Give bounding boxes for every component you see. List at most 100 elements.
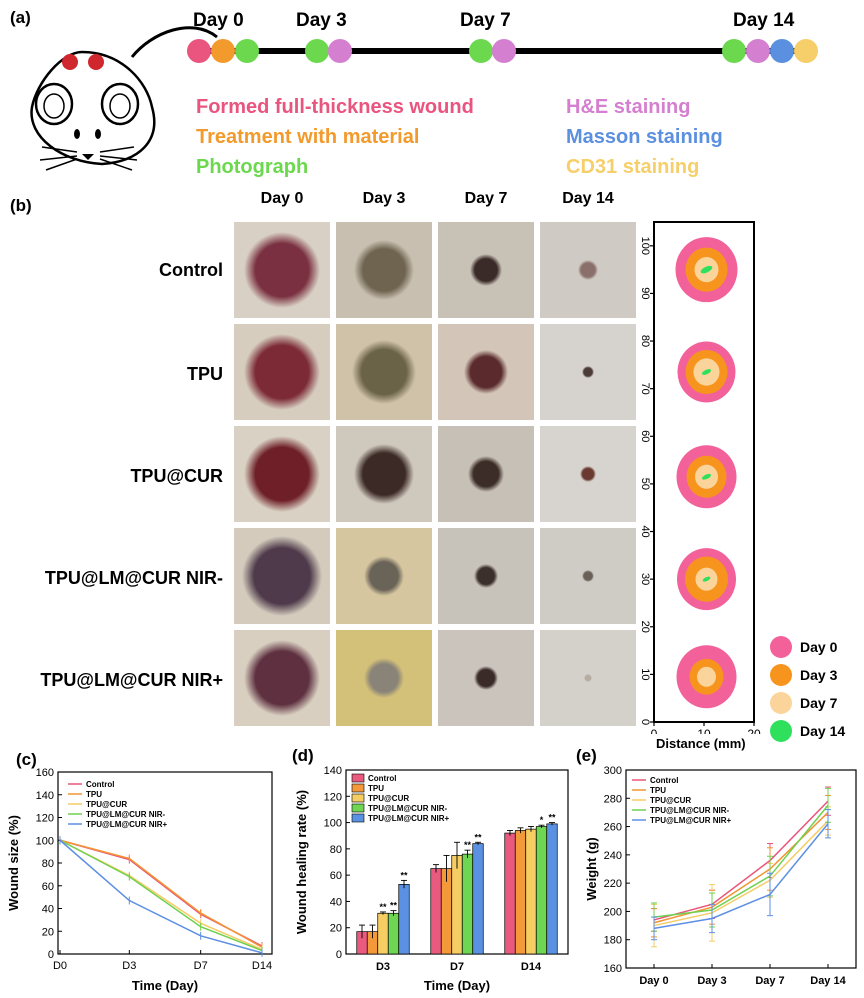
x-tick-label: D3	[122, 960, 136, 972]
chart-wound-size: 0 20 40 60 80 100 120 140 160 Wound size (%) Time …	[6, 767, 273, 993]
map-wound-day14	[701, 369, 712, 375]
wound-photo-tpu-day14	[540, 324, 636, 420]
map-legend-label: Day 0	[800, 639, 838, 655]
map-legend-label: Day 14	[800, 723, 846, 739]
wound-photo-tpu-cur-day0	[234, 426, 330, 522]
y-axis-label: Wound size (%)	[6, 815, 21, 911]
y-tick-label: 300	[604, 765, 622, 777]
series-line	[59, 839, 263, 948]
timeline-dot-treatment	[211, 39, 235, 63]
legend-label: TPU@LM@CUR NIR+	[86, 820, 167, 829]
x-tick-label: D7	[450, 961, 464, 973]
series-line	[653, 804, 829, 918]
legend-label: TPU@CUR	[650, 796, 691, 805]
photo-column-day14: Day 14	[562, 190, 614, 207]
map-legend-label: Day 7	[800, 695, 838, 711]
x-tick-label: D14	[521, 961, 542, 973]
map-legend-dot	[770, 692, 792, 714]
wound-photo-nir-minus-day0	[234, 528, 330, 624]
bar	[514, 830, 527, 955]
significance-mark: **	[548, 813, 556, 823]
timeline-dot-he	[328, 39, 352, 63]
y-tick-label: 200	[604, 906, 622, 918]
x-tick-label: Day 0	[639, 975, 668, 987]
bar	[535, 826, 548, 955]
legend-label: TPU@LM@CUR NIR-	[650, 806, 729, 815]
legend-label: TPU@LM@CUR NIR-	[86, 810, 165, 819]
wound-photo-nir-plus-day3	[336, 630, 432, 726]
map-wound-day14	[700, 265, 713, 274]
chart-weight: 160 180 200 220 240 260 280 300 Weight (g) Day 0 D…	[584, 765, 857, 987]
significance-mark: **	[474, 832, 482, 842]
y-tick-label: 160	[604, 963, 622, 975]
bar	[430, 868, 442, 955]
legend-treatment: Treatment with material	[196, 126, 420, 148]
y-tick-label: 120	[36, 813, 54, 825]
y-tick-label: 100	[36, 835, 54, 847]
x-tick-label: Day 7	[755, 975, 784, 987]
map-xtick-label: 0	[651, 727, 658, 734]
y-tick-label: 40	[330, 896, 342, 908]
map-ytick-label: 90	[639, 287, 651, 299]
bar	[546, 823, 558, 955]
series-line	[59, 839, 263, 952]
timeline-day-14: Day 14	[733, 10, 795, 31]
photo-column-day7: Day 7	[464, 190, 508, 207]
timeline-dot-wound	[187, 39, 211, 63]
wound-area-map: 0 10 20 30 40 50 60 70 80 90 100 0 10 20	[639, 221, 761, 734]
timeline-day-7: Day 7	[460, 10, 511, 31]
legend-label: TPU@LM@CUR NIR+	[368, 814, 449, 823]
wound-photo-nir-minus-day3	[336, 528, 432, 624]
map-legend-label: Day 3	[800, 667, 838, 683]
wound-photo-tpu-day3	[336, 324, 432, 420]
bar	[525, 828, 537, 955]
map-legend-dot	[770, 636, 792, 658]
map-legend-dot	[770, 720, 792, 742]
y-tick-label: 60	[330, 870, 342, 882]
timeline-dot-photo	[235, 39, 259, 63]
y-tick-label: 80	[330, 844, 342, 856]
legend-photograph: Photograph	[196, 156, 309, 178]
legend-swatch	[351, 783, 365, 793]
x-axis-label: Time (Day)	[424, 978, 490, 993]
wound-photo-control-day3	[336, 222, 432, 318]
bar	[451, 855, 463, 955]
bar	[472, 843, 484, 955]
timeline-dot-masson	[770, 39, 794, 63]
legend-label: Control	[86, 780, 114, 789]
y-tick-label: 0	[48, 949, 54, 961]
y-tick-label: 120	[324, 791, 342, 803]
timeline-dot-he	[492, 39, 516, 63]
x-tick-label: D7	[194, 960, 208, 972]
wound-photo-tpu-cur-day3	[336, 426, 432, 522]
wound-photo-tpu-day7	[438, 324, 534, 420]
wound-photo-tpu-cur-day14	[540, 426, 636, 522]
map-xlabel: Distance (mm)	[656, 736, 746, 751]
significance-mark: **	[379, 902, 387, 912]
panel-e-label: (e)	[576, 746, 597, 765]
map-ytick-label: 10	[639, 668, 651, 680]
map-wound-day14	[701, 473, 712, 480]
panel-a-label: (a)	[10, 8, 31, 27]
y-tick-label: 140	[324, 765, 342, 777]
timeline-dot-photo	[469, 39, 493, 63]
legend-label: TPU@LM@CUR NIR-	[368, 804, 447, 813]
y-tick-label: 180	[604, 935, 622, 947]
wound-photo-nir-plus-day7	[438, 630, 534, 726]
map-wound-day14	[702, 576, 711, 582]
legend-he: H&E staining	[566, 96, 691, 118]
significance-mark: **	[390, 901, 398, 911]
wound-photo-nir-plus-day0	[234, 630, 330, 726]
x-axis-label: Time (Day)	[132, 978, 198, 993]
wound-photo-control-day0	[234, 222, 330, 318]
bar	[377, 912, 389, 955]
map-ytick-label: 50	[639, 478, 651, 490]
x-tick-label: D3	[376, 961, 390, 973]
x-tick-label: Day 3	[697, 975, 726, 987]
chart-healing-rate: 0 20 40 60 80 100 120 140 Wound healing rate (%)…	[294, 765, 569, 993]
legend-swatch	[351, 803, 365, 813]
series-line	[653, 820, 829, 927]
photo-row-nir-plus: TPU@LM@CUR NIR+	[40, 670, 223, 690]
photo-row-control: Control	[159, 260, 223, 280]
legend-label: Control	[368, 774, 396, 783]
